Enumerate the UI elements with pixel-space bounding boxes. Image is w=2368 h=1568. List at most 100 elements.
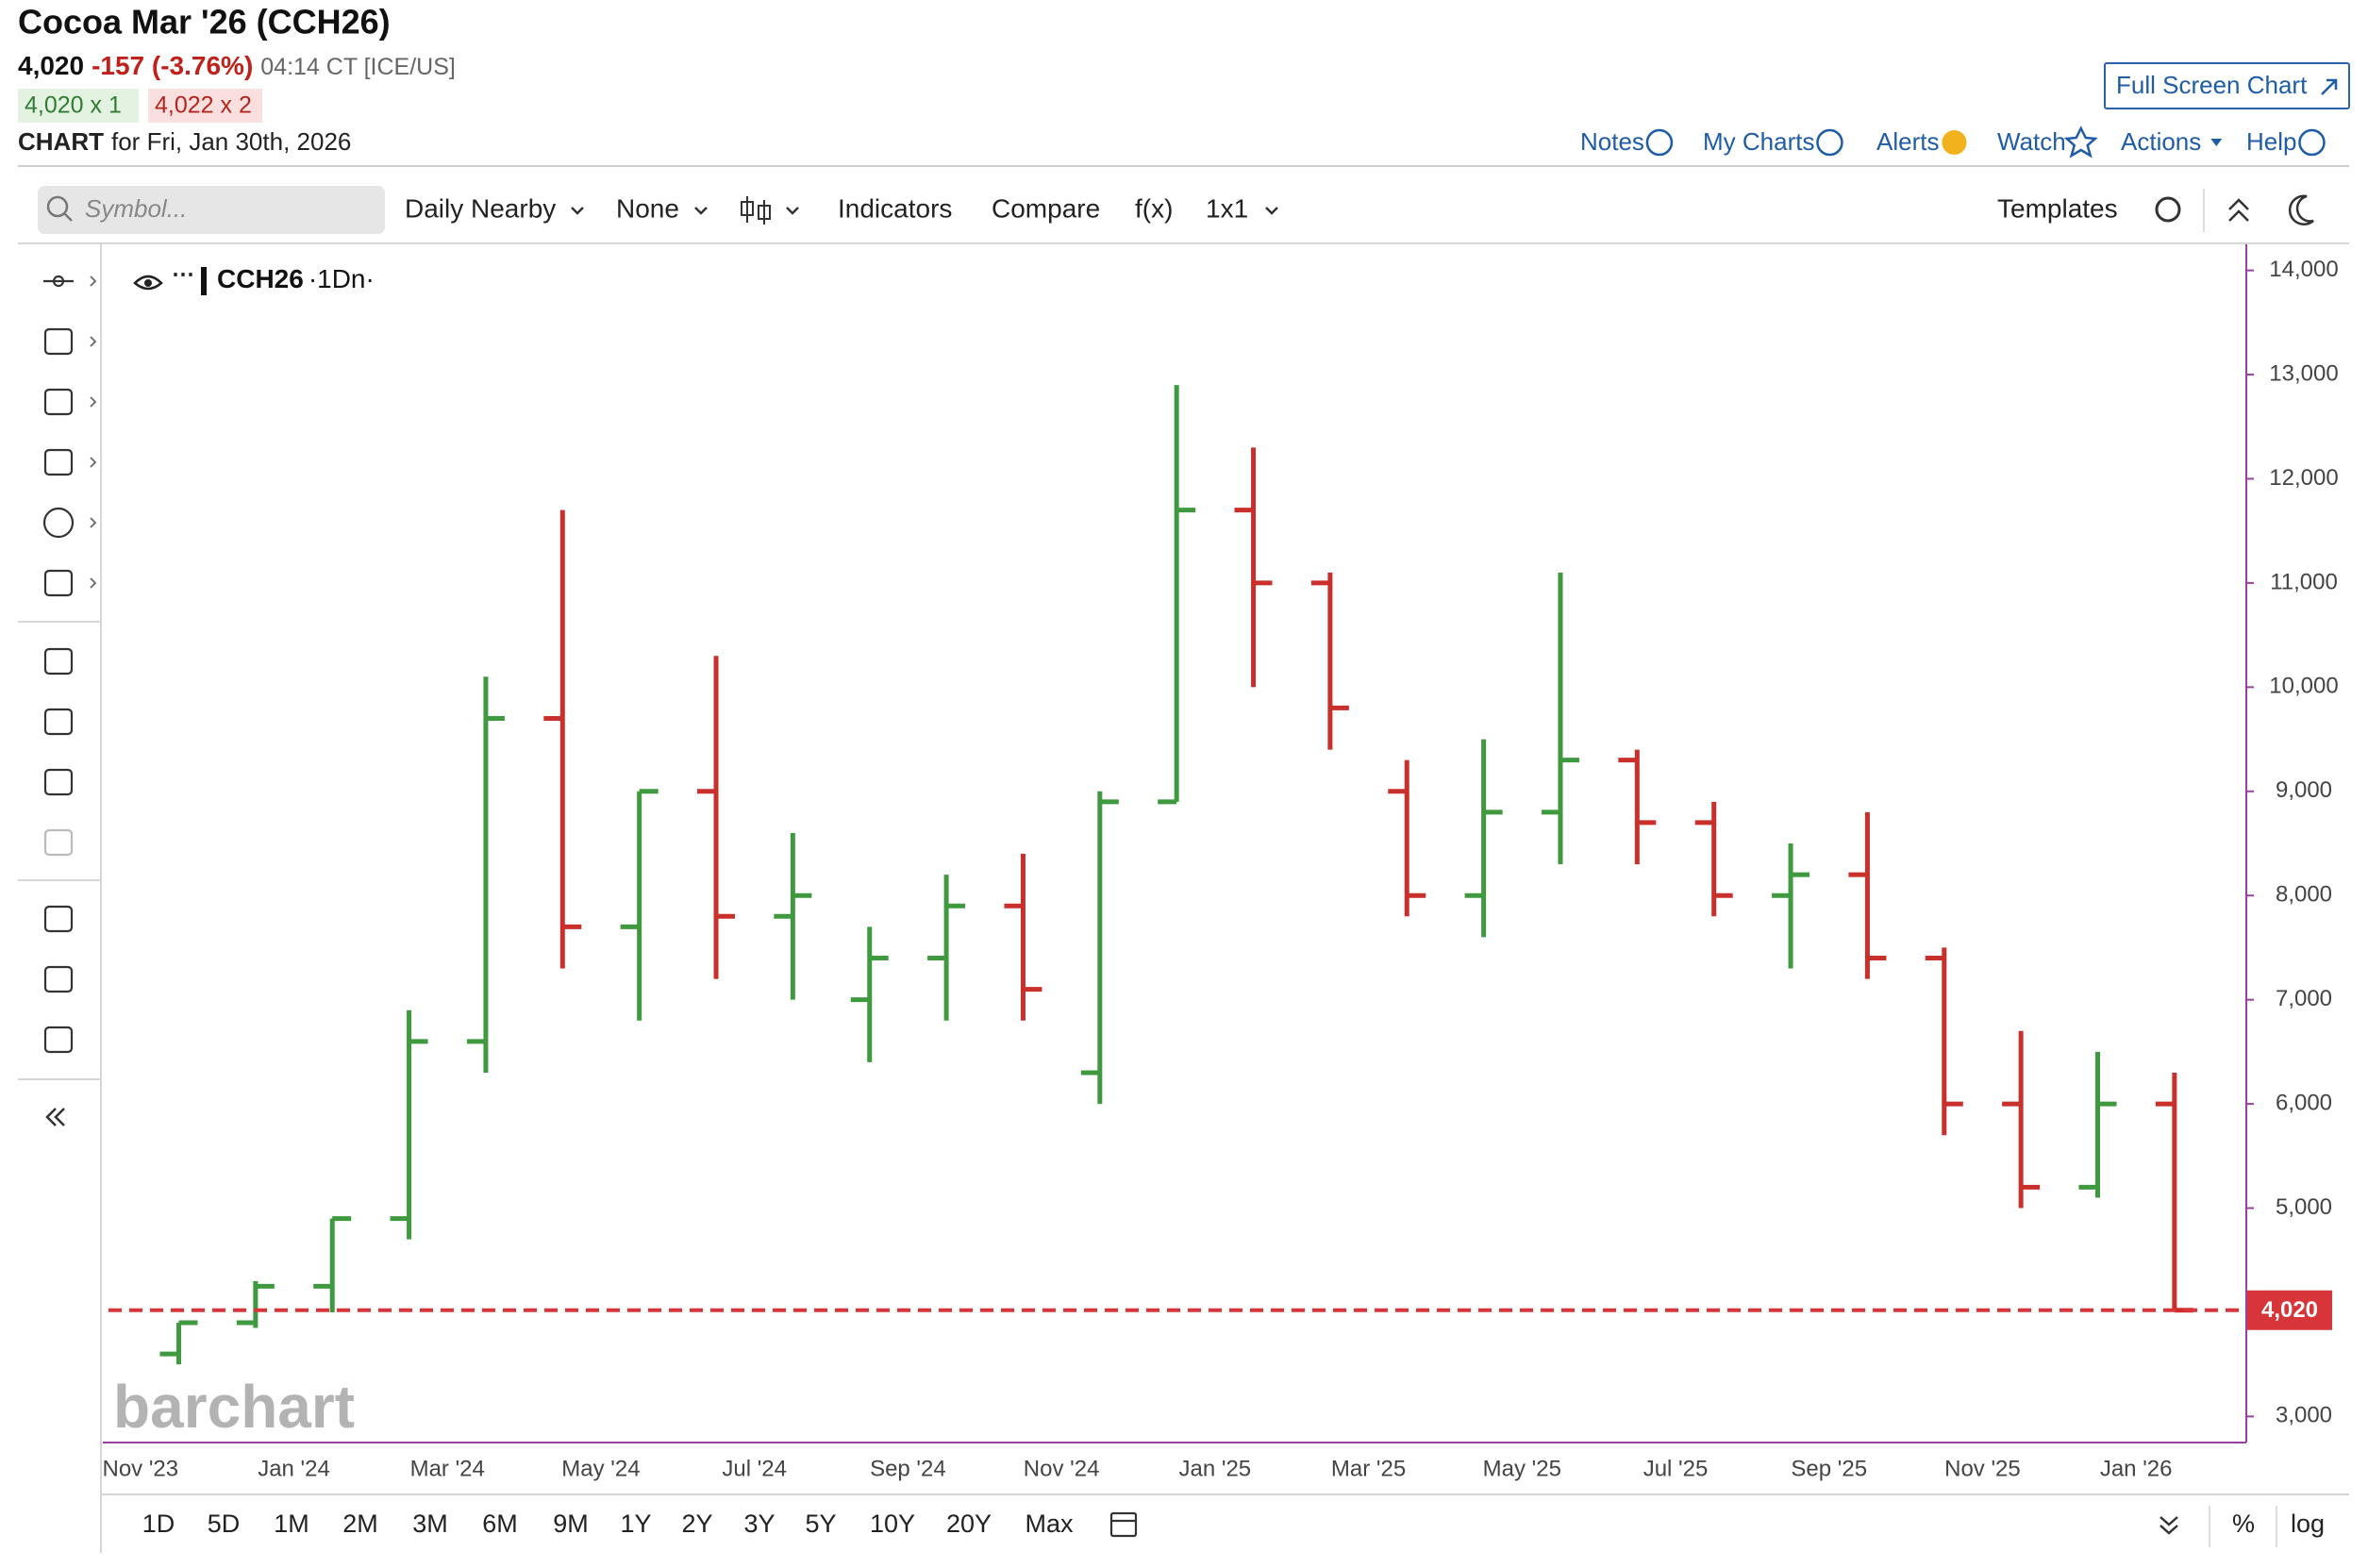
collapse-icon[interactable] [2228, 198, 2249, 222]
x-tick-label: Jan '24 [258, 1456, 330, 1481]
price-change: -157 (-3.76%) [92, 51, 253, 80]
button-label[interactable]: Full Screen Chart [2116, 71, 2308, 99]
templates[interactable]: Templates [1997, 193, 2118, 223]
chart-date: for Fri, Jan 30th, 2026 [111, 127, 351, 156]
symbol-search[interactable] [38, 186, 385, 234]
range-button[interactable]: 2Y [681, 1510, 712, 1538]
tool-expand [90, 275, 97, 287]
tool-icon[interactable] [42, 507, 75, 539]
watermark: barchart [113, 1373, 355, 1441]
y-tick-label: 9,000 [2276, 777, 2332, 803]
range-button[interactable]: 1D [142, 1510, 175, 1538]
header-link[interactable]: Alerts [1876, 127, 1939, 156]
legend-symbol: CCH26 [217, 264, 304, 293]
y-tick-label: 14,000 [2269, 257, 2338, 282]
alert-icon [1942, 130, 1967, 155]
scale-option[interactable]: % [2232, 1510, 2255, 1538]
dropdown-caret [694, 207, 708, 215]
tool-icon[interactable] [43, 327, 74, 356]
x-tick-label: Sep '25 [1791, 1456, 1867, 1481]
x-tick-label: Jul '25 [1643, 1456, 1709, 1481]
toolbar-item[interactable]: Indicators [838, 193, 952, 223]
range-button[interactable]: 1Y [620, 1510, 651, 1538]
full-screen-button[interactable]: Full Screen Chart [2104, 62, 2350, 109]
tool-icon[interactable] [43, 905, 74, 933]
x-tick-label: Jul '24 [722, 1456, 787, 1481]
y-tick-label: 3,000 [2276, 1403, 2332, 1428]
quote-time: 04:14 CT [ICE/US] [260, 54, 456, 80]
range-button[interactable]: 10Y [870, 1510, 915, 1538]
dark-mode-icon[interactable] [2288, 194, 2314, 225]
tool-icon[interactable] [45, 1108, 65, 1126]
toolbar-item[interactable]: 1x1 [1206, 193, 1248, 223]
tool-icon[interactable] [43, 569, 74, 597]
range-button[interactable]: 9M [553, 1510, 589, 1538]
tool-icon[interactable] [43, 448, 74, 476]
settings-icon[interactable] [2155, 196, 2181, 223]
range-button[interactable]: 3M [412, 1510, 448, 1538]
range-button[interactable]: 1M [274, 1510, 309, 1538]
tool-expand [90, 396, 97, 408]
legend-period: ·1Dn· [309, 264, 375, 293]
range-button[interactable]: 5Y [805, 1510, 836, 1538]
header-link[interactable]: Actions [2121, 127, 2201, 156]
header-link[interactable]: Watch [1997, 127, 2066, 156]
range-button[interactable]: 20Y [946, 1510, 992, 1538]
legend: CCH26·1Dn· [217, 264, 375, 293]
chart-date-line: CHART for Fri, Jan 30th, 2026 [18, 127, 351, 156]
y-tick-label: 8,000 [2276, 882, 2332, 908]
bid-box [18, 89, 139, 123]
link-icon [1645, 128, 1674, 157]
tool-icon[interactable] [43, 1026, 74, 1054]
x-tick-label: Nov '25 [1944, 1456, 2021, 1481]
dropdown-caret [571, 207, 584, 215]
link-icon [2298, 128, 2326, 157]
range-button[interactable]: 5D [208, 1510, 241, 1538]
header-link[interactable]: Notes [1580, 127, 1644, 156]
button-frame[interactable] [2104, 62, 2350, 109]
external-icon [2321, 78, 2338, 95]
tool-icon[interactable] [43, 965, 74, 993]
chart-label: CHART [18, 127, 104, 156]
visibility-icon[interactable] [133, 275, 163, 291]
tool-icon[interactable] [43, 388, 74, 416]
dropdown-caret [1265, 207, 1278, 215]
header-link[interactable]: My Charts [1703, 127, 1814, 156]
header-link[interactable]: Help [2246, 127, 2296, 156]
y-tick-label: 13,000 [2269, 360, 2338, 386]
bar-style-icon[interactable] [741, 196, 771, 225]
tool-expand [90, 457, 97, 468]
tool-icon[interactable] [43, 647, 74, 676]
x-tick-label: Nov '23 [102, 1456, 178, 1481]
x-tick-label: Nov '24 [1024, 1456, 1100, 1481]
tool-icon[interactable] [43, 768, 74, 796]
toolbar-item[interactable]: f(x) [1135, 193, 1173, 223]
x-tick-label: May '24 [561, 1456, 640, 1481]
range-button[interactable]: 2M [342, 1510, 378, 1538]
toolbar-item[interactable]: Daily Nearby [405, 193, 556, 223]
range-button[interactable]: 3Y [743, 1510, 775, 1538]
toolbar-item[interactable]: Compare [992, 193, 1100, 223]
toolbar-item[interactable]: None [616, 193, 679, 223]
scale-option[interactable]: log [2291, 1510, 2325, 1538]
x-tick-label: Jan '25 [1179, 1456, 1252, 1481]
visibility-pupil [144, 279, 152, 287]
tool-expand [90, 577, 97, 589]
range-button[interactable]: Max [1025, 1510, 1074, 1538]
search-icon-handle [63, 212, 73, 222]
range-button[interactable]: 6M [482, 1510, 518, 1538]
y-tick-label: 6,000 [2276, 1090, 2332, 1115]
expand-icon[interactable] [2160, 1516, 2178, 1535]
search-placeholder[interactable]: Symbol... [85, 194, 187, 223]
legend-menu[interactable]: ⋯ [172, 261, 194, 287]
x-tick-label: Sep '24 [870, 1456, 946, 1481]
y-tick-label: 11,000 [2270, 569, 2338, 594]
page-title: Cocoa Mar '26 (CCH26) [18, 3, 391, 42]
tool-icon[interactable] [43, 828, 74, 857]
tool-icon[interactable] [43, 708, 74, 736]
x-tick-label: Mar '25 [1331, 1456, 1406, 1481]
calendar-icon[interactable] [1109, 1511, 1138, 1538]
tool-icon[interactable] [43, 275, 74, 288]
